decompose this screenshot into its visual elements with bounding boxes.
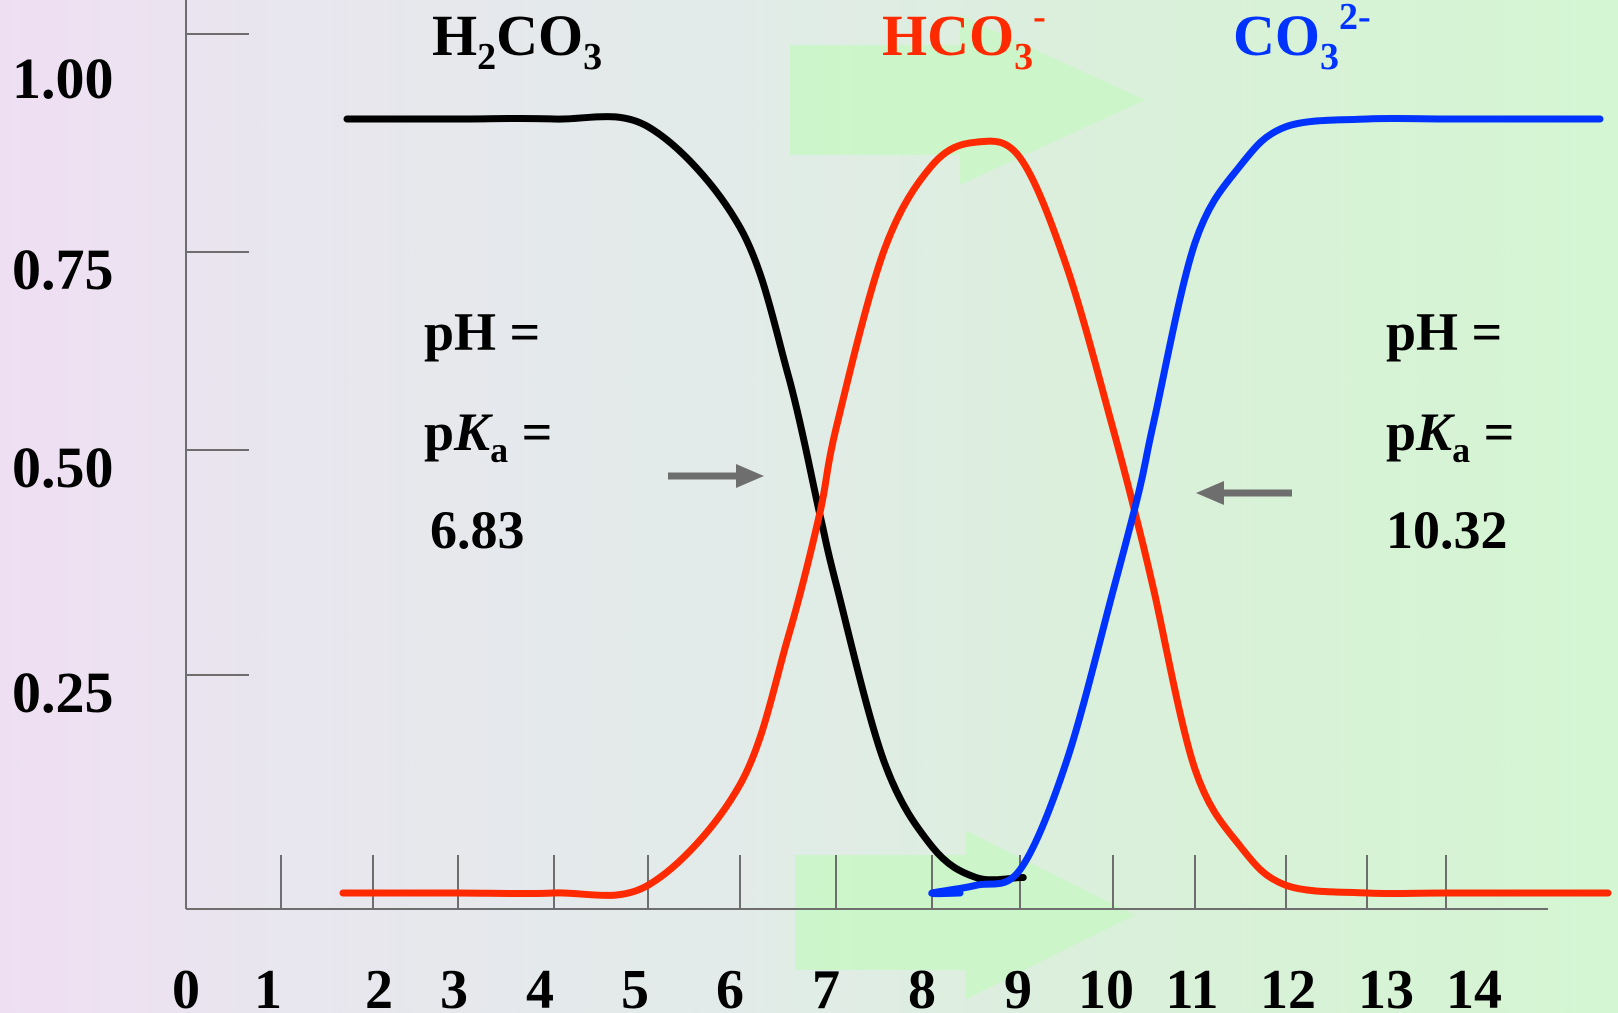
x-tick-label: 9 [1004, 959, 1032, 1013]
h2co3-curve [343, 113, 1027, 884]
right-annotation-line2: pKa = [1386, 402, 1514, 470]
y-axis-ticks: 0.25 0.50 0.75 1.00 [12, 33, 249, 725]
left-annotation-value: 6.83 [430, 500, 525, 560]
right-arrow [1196, 481, 1292, 505]
x-tick-label: 0 [172, 959, 200, 1013]
x-tick-label: 8 [908, 959, 936, 1013]
left-annotation-line2: pKa = [424, 402, 552, 470]
label-hco3: HCO3- [882, 0, 1046, 78]
x-tick-label: 7 [812, 959, 840, 1013]
hco3-curve [339, 137, 1612, 899]
left-arrow-head [736, 464, 764, 488]
x-tick-label: 3 [440, 959, 468, 1013]
left-annotation-line1: pH = [424, 302, 540, 362]
x-tick-label: 1 [254, 959, 282, 1013]
y-tick-label: 1.00 [12, 46, 114, 111]
left-pka-annotation: pH = pKa = 6.83 [424, 302, 552, 560]
label-co3: CO32- [1233, 0, 1371, 78]
species-curves [339, 113, 1612, 899]
background-arrow-shapes [790, 15, 1145, 1000]
x-tick-label: 5 [621, 959, 649, 1013]
x-tick-label: 2 [365, 959, 393, 1013]
x-tick-label: 6 [716, 959, 744, 1013]
axes [185, 0, 1548, 910]
background-arrow-bottom [795, 830, 1135, 1000]
y-tick-label: 0.75 [12, 237, 114, 302]
x-axis-ticks: 0 1 2 3 4 5 6 7 8 9 10 11 12 13 14 [172, 855, 1502, 1013]
x-tick-label: 10 [1078, 959, 1134, 1013]
background-arrow-top [790, 15, 1145, 185]
x-tick-label: 11 [1166, 959, 1219, 1013]
y-tick-label: 0.25 [12, 660, 114, 725]
co3-curve [928, 114, 1604, 898]
left-arrow [668, 464, 764, 488]
x-tick-label: 13 [1358, 959, 1414, 1013]
label-h2co3: H2CO3 [432, 3, 602, 78]
right-annotation-value: 10.32 [1386, 500, 1508, 560]
y-tick-label: 0.50 [12, 435, 114, 500]
x-tick-label: 14 [1446, 959, 1502, 1013]
x-tick-label: 4 [526, 959, 554, 1013]
x-tick-label: 12 [1260, 959, 1316, 1013]
right-arrow-head [1196, 481, 1224, 505]
right-annotation-line1: pH = [1386, 302, 1502, 362]
right-pka-annotation: pH = pKa = 10.32 [1386, 302, 1514, 560]
